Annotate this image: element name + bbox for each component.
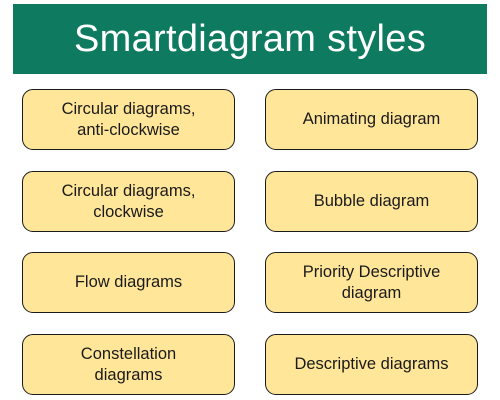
style-box-priority-descriptive: Priority Descriptive diagram <box>265 252 478 313</box>
title-banner: Smartdiagram styles <box>13 4 487 74</box>
style-box-flow: Flow diagrams <box>22 252 235 313</box>
style-box-circular-clockwise: Circular diagrams, clockwise <box>22 171 235 232</box>
page-title: Smartdiagram styles <box>73 17 427 60</box>
style-box-constellation: Constellation diagrams <box>22 334 235 395</box>
style-box-animating: Animating diagram <box>265 89 478 150</box>
style-box-circular-anticlockwise: Circular diagrams, anti-clockwise <box>22 89 235 150</box>
style-box-bubble: Bubble diagram <box>265 171 478 232</box>
style-box-descriptive: Descriptive diagrams <box>265 334 478 395</box>
